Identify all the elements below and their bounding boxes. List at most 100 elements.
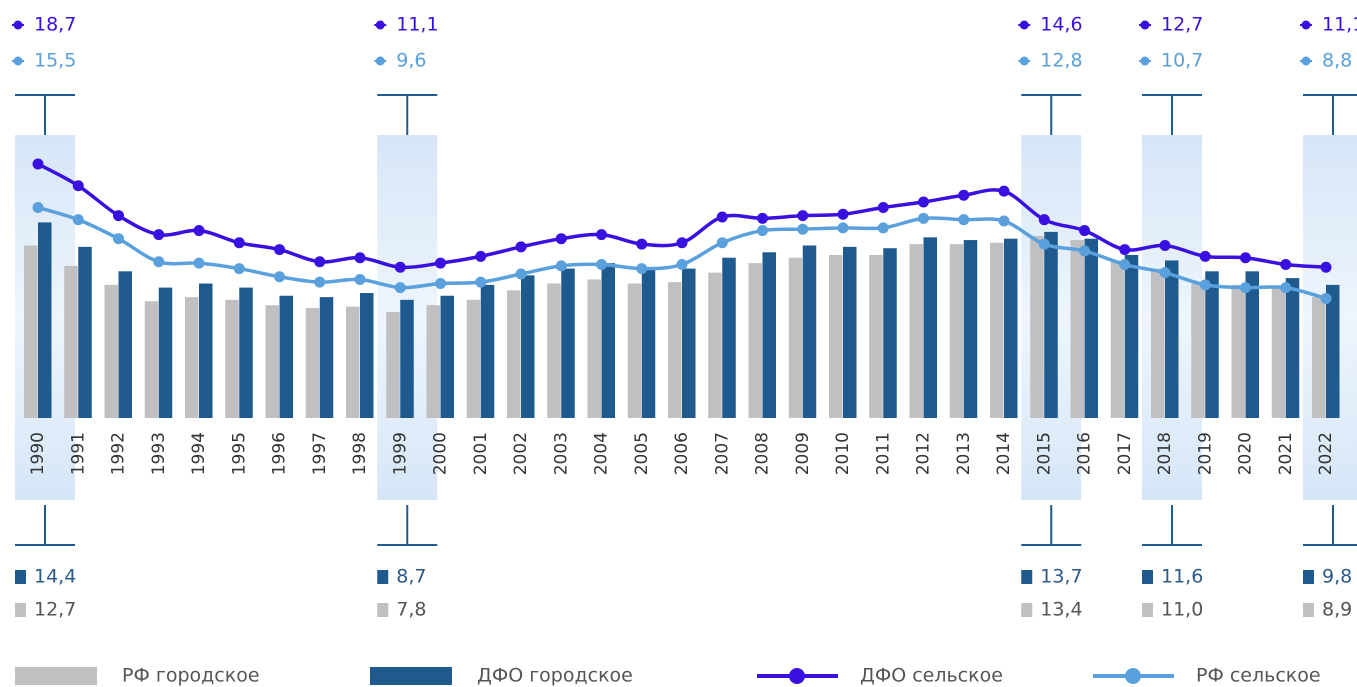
value-label: 8,8 <box>1322 50 1352 72</box>
bar <box>507 290 521 418</box>
value-label: 14,6 <box>1040 14 1082 36</box>
point <box>998 215 1010 227</box>
x-tick-label: 2002 <box>511 432 531 475</box>
point <box>435 278 446 290</box>
point <box>797 210 809 222</box>
bar <box>843 246 857 418</box>
bar <box>1271 287 1286 418</box>
label-marker <box>1303 570 1314 584</box>
bar <box>279 295 293 418</box>
x-tick-label: 2022 <box>1316 432 1336 475</box>
point <box>1079 245 1090 257</box>
bar <box>1231 284 1245 418</box>
x-tick-label: 1992 <box>109 432 129 475</box>
value-label: 7,8 <box>396 599 426 621</box>
bar <box>1191 283 1205 418</box>
x-tick-label: 2009 <box>793 432 813 475</box>
value-label: 13,4 <box>1040 599 1082 621</box>
x-tick-label: 2013 <box>954 432 974 475</box>
bar <box>963 240 978 418</box>
point <box>72 214 84 226</box>
value-label: 13,7 <box>1040 566 1082 588</box>
x-tick-label: 2001 <box>471 432 491 475</box>
label-marker <box>15 603 26 617</box>
point <box>113 233 124 245</box>
bar <box>426 305 440 418</box>
bar <box>1030 235 1044 418</box>
bar <box>627 283 642 418</box>
point <box>555 233 567 245</box>
legend-swatch <box>1125 668 1141 684</box>
bar <box>1205 271 1219 418</box>
point <box>1119 244 1131 256</box>
label-marker <box>15 570 26 584</box>
x-tick-label: 1999 <box>390 432 410 475</box>
x-tick-label: 2017 <box>1115 432 1135 475</box>
label-marker <box>1021 570 1033 584</box>
bar <box>386 312 400 418</box>
bar <box>748 263 762 418</box>
label-marker <box>377 603 389 617</box>
value-label: 10,7 <box>1161 50 1203 72</box>
point <box>837 208 849 220</box>
legend-label: ДФО сельское <box>860 665 1003 687</box>
point <box>1038 214 1050 226</box>
bar <box>587 279 601 418</box>
point <box>676 237 688 249</box>
bar <box>158 287 173 418</box>
bar <box>78 246 92 418</box>
point <box>1079 225 1090 237</box>
value-label: 11,6 <box>1161 566 1203 588</box>
point <box>1280 282 1292 294</box>
bar <box>1110 260 1125 418</box>
bar <box>64 265 78 418</box>
x-tick-label: 2019 <box>1195 432 1215 475</box>
x-tick-label: 2014 <box>994 432 1014 475</box>
point <box>918 212 929 224</box>
bar <box>319 297 334 418</box>
bar <box>601 263 615 418</box>
label-marker <box>1142 603 1153 617</box>
bar <box>1124 255 1139 418</box>
bar <box>869 255 883 418</box>
x-tick-label: 1997 <box>310 432 330 475</box>
point <box>274 271 285 283</box>
point <box>1119 259 1131 271</box>
bar <box>829 255 843 418</box>
point <box>193 225 205 237</box>
point <box>32 201 44 213</box>
x-tick-label: 1993 <box>149 432 169 475</box>
bar <box>1312 297 1326 418</box>
bar <box>547 283 561 418</box>
point <box>958 189 970 201</box>
x-tick-label: 2020 <box>1236 432 1256 475</box>
line <box>37 162 1327 270</box>
label-marker <box>1021 603 1033 617</box>
x-tick-label: 2007 <box>712 432 732 475</box>
bar <box>360 293 374 418</box>
point <box>394 282 406 294</box>
point <box>757 212 768 224</box>
legend-label: ДФО городское <box>477 665 633 687</box>
bar <box>1245 271 1259 418</box>
bar <box>144 301 159 418</box>
point <box>193 257 205 269</box>
bar <box>708 272 722 418</box>
bar <box>118 271 132 418</box>
value-label: 12,7 <box>34 599 76 621</box>
value-label: 9,8 <box>1322 566 1352 588</box>
bar <box>990 242 1004 418</box>
bar <box>923 237 937 418</box>
value-label: 15,5 <box>34 50 76 72</box>
point <box>1159 267 1171 279</box>
point <box>435 257 446 269</box>
x-tick-label: 2011 <box>873 432 893 475</box>
point <box>475 276 487 288</box>
bar <box>400 299 414 418</box>
value-label: 14,4 <box>34 566 76 588</box>
point <box>153 229 165 241</box>
value-label: 11,1 <box>1322 14 1357 36</box>
x-tick-label: 2005 <box>632 432 652 475</box>
bar <box>480 284 495 418</box>
bar <box>239 287 253 418</box>
